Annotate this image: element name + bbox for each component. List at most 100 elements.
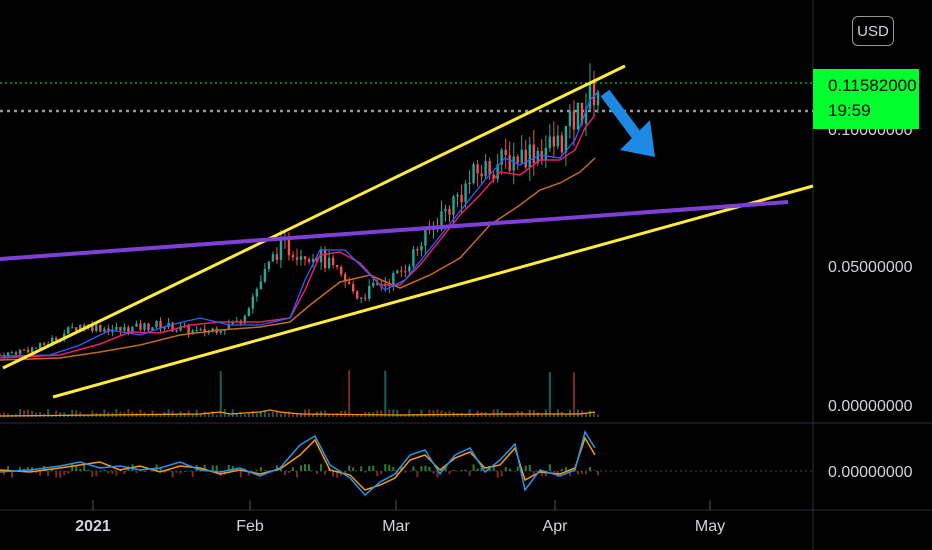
candle-body bbox=[211, 328, 214, 331]
volume-bar bbox=[400, 414, 403, 417]
histogram-bar bbox=[496, 471, 499, 478]
histogram-bar bbox=[167, 469, 170, 471]
histogram-bar bbox=[179, 471, 182, 474]
lower-channel-trendline[interactable] bbox=[52, 184, 814, 399]
candle-body bbox=[347, 281, 351, 285]
histogram-bar bbox=[63, 471, 66, 476]
candle-body bbox=[335, 265, 339, 267]
volume-bar bbox=[576, 409, 579, 417]
volume-bar bbox=[492, 409, 495, 417]
ma-fast-line bbox=[0, 91, 599, 357]
candle-body bbox=[596, 91, 600, 106]
histogram-bar bbox=[500, 471, 503, 477]
volume-bar bbox=[251, 410, 254, 417]
horizontal-resistance-line[interactable] bbox=[0, 200, 789, 261]
candle-body bbox=[488, 161, 491, 175]
volume-bar bbox=[336, 413, 339, 417]
volume-bar bbox=[291, 414, 294, 417]
histogram-bar bbox=[352, 467, 355, 471]
volume-bar bbox=[524, 413, 527, 417]
volume-bar bbox=[588, 410, 591, 417]
volume-bar bbox=[219, 370, 222, 417]
histogram-bar bbox=[183, 471, 186, 472]
candle-body bbox=[516, 156, 519, 163]
histogram-bar bbox=[231, 466, 234, 471]
volume-bar bbox=[19, 409, 22, 417]
volume-bar bbox=[468, 409, 471, 417]
volume-bar bbox=[115, 409, 118, 417]
volume-bar bbox=[528, 409, 531, 417]
histogram-bar bbox=[440, 468, 443, 471]
histogram-bar bbox=[163, 471, 166, 473]
candle-body bbox=[504, 149, 507, 155]
volume-bar bbox=[404, 414, 407, 417]
histogram-bar bbox=[267, 470, 270, 471]
volume-bar bbox=[255, 413, 258, 417]
candle-body bbox=[91, 324, 94, 332]
candle-body bbox=[572, 110, 576, 130]
candle-body bbox=[195, 330, 198, 332]
volume-bar bbox=[464, 413, 467, 417]
histogram-bar bbox=[300, 465, 303, 471]
volume-bar bbox=[0, 413, 1, 417]
candle-body bbox=[127, 327, 130, 334]
oscillator-macd-line bbox=[0, 430, 596, 497]
candle-body bbox=[131, 326, 134, 334]
candle-body bbox=[355, 291, 359, 299]
histogram-bar bbox=[396, 471, 399, 476]
histogram-bar bbox=[448, 471, 451, 475]
histogram-bar bbox=[588, 467, 591, 471]
candle-body bbox=[99, 324, 102, 332]
volume-bar bbox=[556, 409, 559, 417]
candle-body bbox=[291, 255, 295, 258]
histogram-bar bbox=[332, 471, 335, 477]
down-arrow-annotation[interactable] bbox=[600, 89, 655, 157]
histogram-bar bbox=[255, 470, 258, 471]
histogram-bar bbox=[436, 471, 439, 478]
histogram-bar bbox=[215, 465, 218, 471]
histogram-bar bbox=[528, 464, 531, 471]
candle-body bbox=[416, 249, 419, 251]
candle-body bbox=[339, 266, 343, 275]
candle-body bbox=[331, 257, 335, 266]
volume-bar bbox=[540, 414, 543, 417]
volume-bar bbox=[203, 411, 206, 417]
candle-body bbox=[412, 249, 415, 267]
histogram-bar bbox=[320, 464, 323, 471]
candle-body bbox=[171, 322, 174, 332]
histogram-bar bbox=[175, 471, 178, 473]
histogram-bar bbox=[576, 471, 579, 475]
volume-bar bbox=[440, 410, 443, 417]
volume-bar bbox=[103, 409, 106, 417]
histogram-bar bbox=[103, 469, 106, 471]
upper-channel-trendline[interactable] bbox=[2, 64, 626, 370]
histogram-bar bbox=[111, 471, 114, 474]
currency-button[interactable]: USD bbox=[852, 16, 894, 46]
candle-body bbox=[115, 327, 118, 330]
candle-body bbox=[139, 323, 142, 330]
candle-body bbox=[400, 270, 403, 272]
candle-body bbox=[38, 343, 42, 348]
candle-body bbox=[584, 109, 588, 124]
time-tick-label: May bbox=[695, 518, 725, 535]
candle-body bbox=[155, 321, 158, 328]
candle-body bbox=[564, 126, 568, 153]
histogram-bar bbox=[51, 469, 54, 471]
price-tick-label: 0.05000000 bbox=[828, 259, 913, 276]
volume-bar bbox=[308, 409, 311, 417]
histogram-bar bbox=[191, 471, 194, 477]
histogram-bar bbox=[295, 471, 298, 478]
histogram-bar bbox=[400, 466, 403, 471]
candle-body bbox=[484, 161, 487, 177]
candle-body bbox=[556, 135, 560, 147]
candle-body bbox=[263, 268, 267, 282]
volume-bar bbox=[139, 409, 142, 417]
candle-body bbox=[271, 254, 275, 262]
volume-bar bbox=[412, 414, 415, 417]
volume-bar bbox=[472, 414, 475, 417]
volume-bar bbox=[199, 413, 202, 417]
volume-bar bbox=[63, 412, 66, 417]
candle-body bbox=[576, 102, 580, 130]
candle-body bbox=[364, 297, 367, 299]
